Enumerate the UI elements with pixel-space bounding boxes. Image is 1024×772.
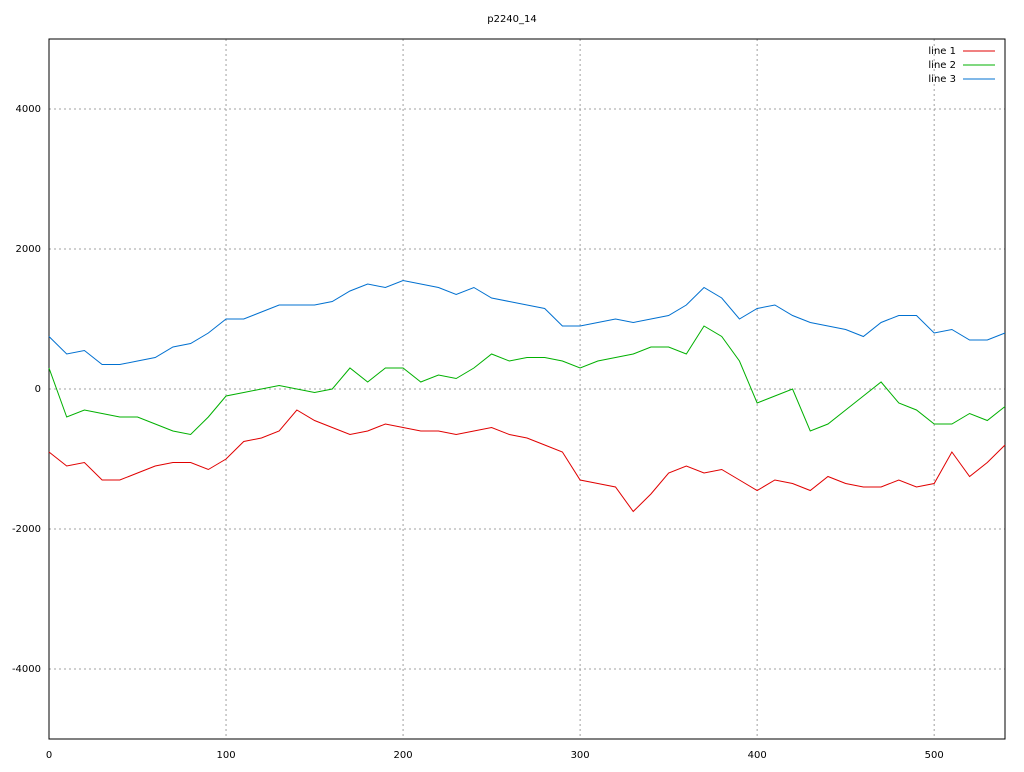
x-tick-label: 100: [216, 750, 235, 761]
chart-title: p2240_14: [487, 14, 537, 25]
x-tick-label: 300: [571, 750, 590, 761]
data-line: [48, 325, 1006, 436]
y-tick-label: -2000: [12, 524, 41, 535]
data-line: [48, 409, 1006, 513]
plot-frame: [48, 38, 1006, 740]
legend-label: line 2: [928, 60, 956, 71]
y-tick-label: 2000: [16, 244, 41, 255]
x-tick-label: 400: [748, 750, 767, 761]
y-tick-label: -4000: [12, 664, 41, 675]
legend-label: line 3: [928, 74, 956, 85]
y-tick-label: 0: [35, 384, 41, 395]
x-tick-label: 0: [46, 750, 52, 761]
data-line: [48, 279, 1006, 365]
x-tick-label: 500: [925, 750, 944, 761]
x-tick-label: 200: [394, 750, 413, 761]
y-tick-label: 4000: [16, 104, 41, 115]
legend-label: line 1: [928, 46, 956, 57]
